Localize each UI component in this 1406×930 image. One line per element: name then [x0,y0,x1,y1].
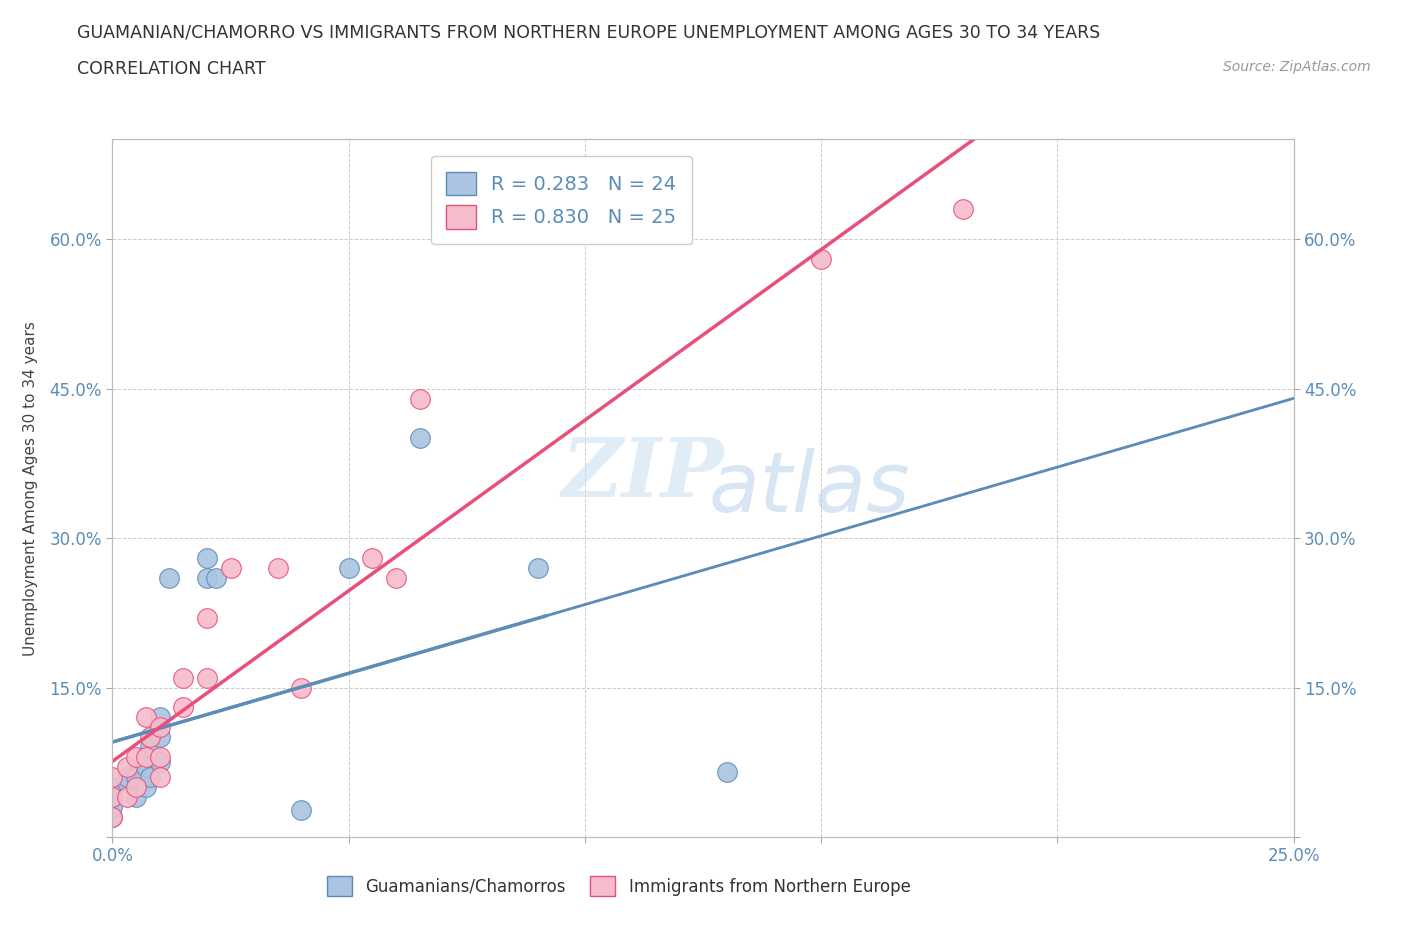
Point [172,671,194,685]
Text: atlas: atlas [709,447,911,529]
Point [135,750,157,764]
Point [139,740,162,755]
Text: Source: ZipAtlas.com: Source: ZipAtlas.com [1223,60,1371,74]
Point [219,561,242,576]
Point [135,779,157,794]
Point [195,570,218,585]
Point [125,770,148,785]
Point [149,720,172,735]
Point [195,671,218,685]
Point [385,570,408,585]
Point [290,803,312,817]
Point [115,775,138,790]
Point [195,610,218,625]
Point [361,551,384,565]
Point [526,561,548,576]
Point [408,431,430,445]
Point [125,790,148,804]
Point [267,561,290,576]
Point [135,760,157,775]
Point [149,730,172,745]
Point [139,730,162,745]
Legend: R = 0.283   N = 24, R = 0.830   N = 25: R = 0.283 N = 24, R = 0.830 N = 25 [430,156,692,245]
Text: ZIP: ZIP [561,434,724,514]
Point [290,680,312,695]
Legend: Guamanians/Chamorros, Immigrants from Northern Europe: Guamanians/Chamorros, Immigrants from No… [321,870,917,903]
Point [149,750,172,764]
Point [135,710,157,724]
Point [205,570,228,585]
Point [195,551,218,565]
Point [952,202,974,217]
Point [139,770,162,785]
Point [101,790,124,804]
Point [125,750,148,764]
Point [716,764,738,779]
Text: CORRELATION CHART: CORRELATION CHART [77,60,266,78]
Point [115,770,138,785]
Point [101,800,124,815]
Point [149,755,172,770]
Point [101,770,124,785]
Point [101,810,124,825]
Point [101,790,124,804]
Point [101,810,124,825]
Point [337,561,360,576]
Point [172,700,194,715]
Y-axis label: Unemployment Among Ages 30 to 34 years: Unemployment Among Ages 30 to 34 years [24,321,38,656]
Point [125,779,148,794]
Point [408,392,430,406]
Point [157,570,180,585]
Point [115,760,138,775]
Point [115,790,138,804]
Point [149,710,172,724]
Point [101,779,124,794]
Point [149,770,172,785]
Point [810,252,832,267]
Text: GUAMANIAN/CHAMORRO VS IMMIGRANTS FROM NORTHERN EUROPE UNEMPLOYMENT AMONG AGES 30: GUAMANIAN/CHAMORRO VS IMMIGRANTS FROM NO… [77,23,1101,41]
